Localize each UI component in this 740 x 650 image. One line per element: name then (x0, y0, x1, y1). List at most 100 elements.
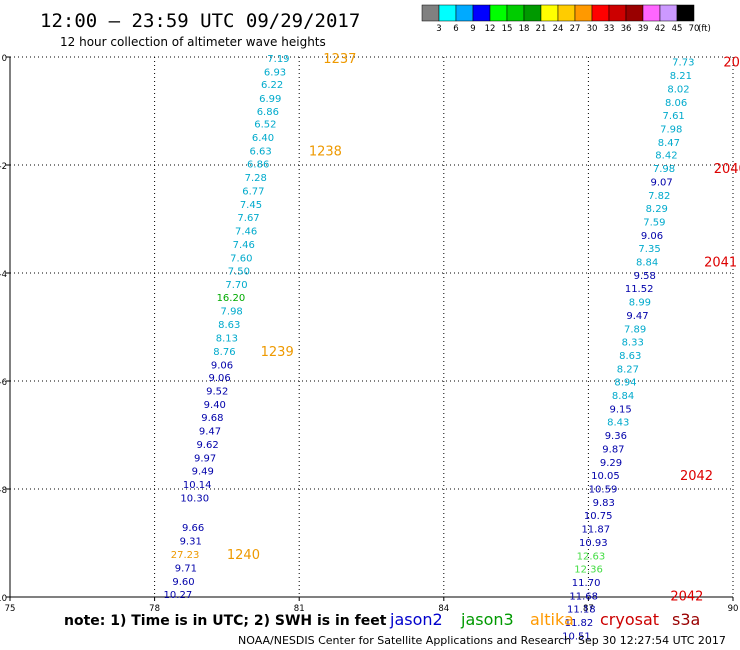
wave-height-value: 9.62 (196, 440, 218, 451)
y-tick-label: -4 (0, 270, 7, 280)
color-swatch (608, 4, 627, 22)
wave-height-value: 12.63 (577, 551, 606, 562)
pass-number-label: 1237 (323, 52, 356, 67)
credit-text: NOAA/NESDIS Center for Satellite Applica… (238, 634, 571, 647)
color-scale-label: 21 (536, 24, 547, 34)
wave-height-value: 7.28 (245, 173, 267, 184)
wave-height-value: 9.47 (626, 311, 648, 322)
wave-height-value: 6.99 (259, 94, 281, 105)
generated-timestamp: Sep 30 12:27:54 UTC 2017 (578, 634, 726, 647)
x-tick-label: 84 (438, 604, 449, 614)
y-tick-label: -10 (0, 594, 7, 604)
wave-height-value: 6.63 (249, 146, 271, 157)
color-swatch (489, 4, 508, 22)
plot-grid (10, 56, 733, 597)
x-tick-label: 75 (5, 604, 16, 614)
wave-height-value: 8.06 (665, 98, 687, 109)
wave-height-value: 8.94 (614, 378, 636, 389)
x-tick-label: 87 (583, 604, 594, 614)
color-scale-label: 33 (604, 24, 615, 34)
wave-height-value: 7.98 (221, 306, 243, 317)
color-swatch (506, 4, 525, 22)
wave-height-value: 8.27 (617, 365, 639, 376)
color-scale-unit: (ft) (698, 24, 711, 34)
legend-s3a: s3a (672, 610, 700, 629)
wave-height-value: 11.52 (625, 284, 654, 295)
wave-height-value: 7.35 (638, 244, 660, 255)
wave-height-value: 11.82 (565, 618, 594, 629)
wave-height-value: 7.46 (233, 240, 255, 251)
wave-height-value: 11.18 (567, 604, 596, 615)
wave-height-value: 9.87 (602, 445, 624, 456)
color-scale-label: 30 (587, 24, 598, 34)
y-tick-label: -2 (0, 162, 7, 172)
color-scale-label: 24 (553, 24, 564, 34)
wave-height-value: 6.77 (242, 186, 264, 197)
wave-height-values: 7.196.936.226.996.866.526.406.636.867.28… (164, 54, 695, 642)
wave-height-value: 9.52 (206, 387, 228, 398)
wave-height-value: 7.73 (672, 57, 694, 68)
legend-jason2: jason2 (389, 610, 443, 629)
color-scale-label: 27 (570, 24, 581, 34)
wave-height-value: 9.49 (192, 467, 214, 478)
y-tick-label: -6 (0, 378, 7, 388)
color-swatch (659, 4, 678, 22)
wave-height-value: 7.98 (653, 164, 675, 175)
wave-height-value: 6.52 (254, 119, 276, 130)
wave-height-value: 9.29 (600, 458, 622, 469)
wave-height-value: 7.82 (648, 191, 670, 202)
wave-height-value: 8.99 (629, 298, 651, 309)
wave-height-value: 12.36 (574, 564, 603, 575)
wave-height-value: 6.86 (257, 107, 279, 118)
x-tick-label: 78 (149, 604, 160, 614)
color-scale-label: 15 (502, 24, 513, 34)
wave-height-value: 9.40 (204, 400, 226, 411)
wave-height-value: 6.86 (247, 159, 269, 170)
color-swatch (676, 4, 695, 22)
wave-height-value: 9.07 (650, 178, 672, 189)
wave-height-value: 8.63 (619, 351, 641, 362)
wave-height-value: 10.75 (584, 511, 613, 522)
y-tick-label: 0 (2, 54, 7, 64)
pass-number-label: 1239 (261, 345, 294, 360)
legend-altika: altika (530, 610, 574, 629)
wave-height-value: 9.06 (211, 360, 233, 371)
wave-height-value: 8.21 (670, 71, 692, 82)
wave-height-value: 11.87 (581, 524, 610, 535)
wave-height-value: 8.63 (218, 320, 240, 331)
wave-height-value: 7.45 (240, 200, 262, 211)
color-swatch (421, 4, 440, 22)
color-swatch (540, 4, 559, 22)
wave-height-value: 7.19 (267, 54, 289, 65)
wave-height-value: 9.31 (180, 536, 202, 547)
color-scale-label: 42 (655, 24, 666, 34)
color-scale-label: 36 (621, 24, 632, 34)
wave-height-value: 8.43 (607, 418, 629, 429)
pass-number-label: 2040 (714, 162, 740, 177)
pass-number-label: 1240 (227, 548, 260, 563)
pass-number-label: 1238 (309, 144, 342, 159)
pass-number-label: 2042 (680, 469, 713, 484)
wave-height-value: 6.40 (252, 133, 274, 144)
pass-number-label: 204 (723, 55, 740, 70)
color-scale-label: 18 (519, 24, 530, 34)
wave-height-value: 11.70 (572, 578, 601, 589)
wave-height-value: 8.02 (667, 84, 689, 95)
wave-height-value: 7.61 (663, 111, 685, 122)
x-tick-label: 81 (294, 604, 305, 614)
wave-height-value: 9.66 (182, 523, 204, 534)
wave-height-value: 9.97 (194, 454, 216, 465)
color-scale-legend: 3 6 9 12 15 18 21 24 27 30 33 36 39 42 45 70(ft) (421, 4, 711, 34)
color-scale-label: 39 (638, 24, 649, 34)
wave-height-value: 10.27 (164, 590, 193, 601)
wave-height-value: 8.33 (622, 338, 644, 349)
wave-height-value: 8.42 (655, 151, 677, 162)
pass-number-label: 2042 (670, 589, 703, 604)
wave-height-value: 10.59 (589, 484, 618, 495)
wave-height-value: 9.06 (641, 231, 663, 242)
wave-height-value: 10.51 (562, 631, 591, 642)
wave-height-value: 8.84 (636, 258, 658, 269)
legend-jason3: jason3 (460, 610, 514, 629)
